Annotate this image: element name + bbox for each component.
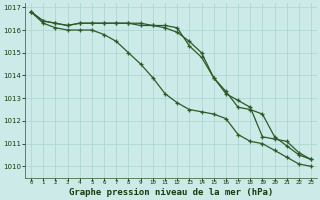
X-axis label: Graphe pression niveau de la mer (hPa): Graphe pression niveau de la mer (hPa) xyxy=(69,188,273,197)
